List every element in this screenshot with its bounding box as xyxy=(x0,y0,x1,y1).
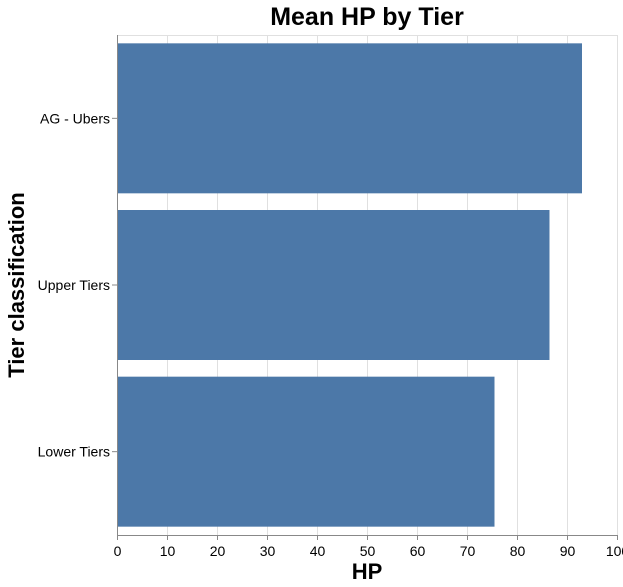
axes: AG - Ubers Upper Tiers Lower Tiers 0 10 20 30 4… xyxy=(38,35,623,559)
chart-title: Mean HP by Tier xyxy=(270,3,464,31)
y-tick-label: Lower Tiers xyxy=(38,444,110,460)
x-tick-label: 10 xyxy=(160,543,176,559)
x-tick-label: 40 xyxy=(310,543,326,559)
x-tick-label: 30 xyxy=(260,543,276,559)
bars xyxy=(117,43,582,527)
y-axis-title: Tier classification xyxy=(4,192,29,377)
x-axis-title: HP xyxy=(352,559,383,584)
x-tick-label: 80 xyxy=(510,543,526,559)
x-tick-label: 60 xyxy=(410,543,426,559)
y-tick-label: Upper Tiers xyxy=(38,277,110,293)
x-tick-label: 90 xyxy=(560,543,576,559)
x-tick-label: 0 xyxy=(114,543,122,559)
bar-lower-tiers xyxy=(117,376,495,527)
x-tick-label: 70 xyxy=(460,543,476,559)
x-tick-label: 20 xyxy=(210,543,226,559)
y-tick-label: AG - Ubers xyxy=(40,110,110,126)
x-tick-label: 50 xyxy=(360,543,376,559)
bar-upper-tiers xyxy=(117,210,550,360)
bar-ag-ubers xyxy=(117,43,582,194)
x-tick-label: 100 xyxy=(606,543,623,559)
